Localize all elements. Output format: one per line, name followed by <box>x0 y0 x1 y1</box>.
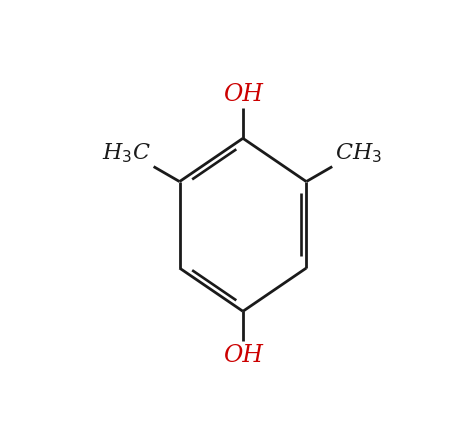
Text: CH$_3$: CH$_3$ <box>335 141 382 165</box>
Text: H$_3$C: H$_3$C <box>102 141 151 165</box>
Text: OH: OH <box>223 344 263 367</box>
Text: OH: OH <box>223 83 263 106</box>
